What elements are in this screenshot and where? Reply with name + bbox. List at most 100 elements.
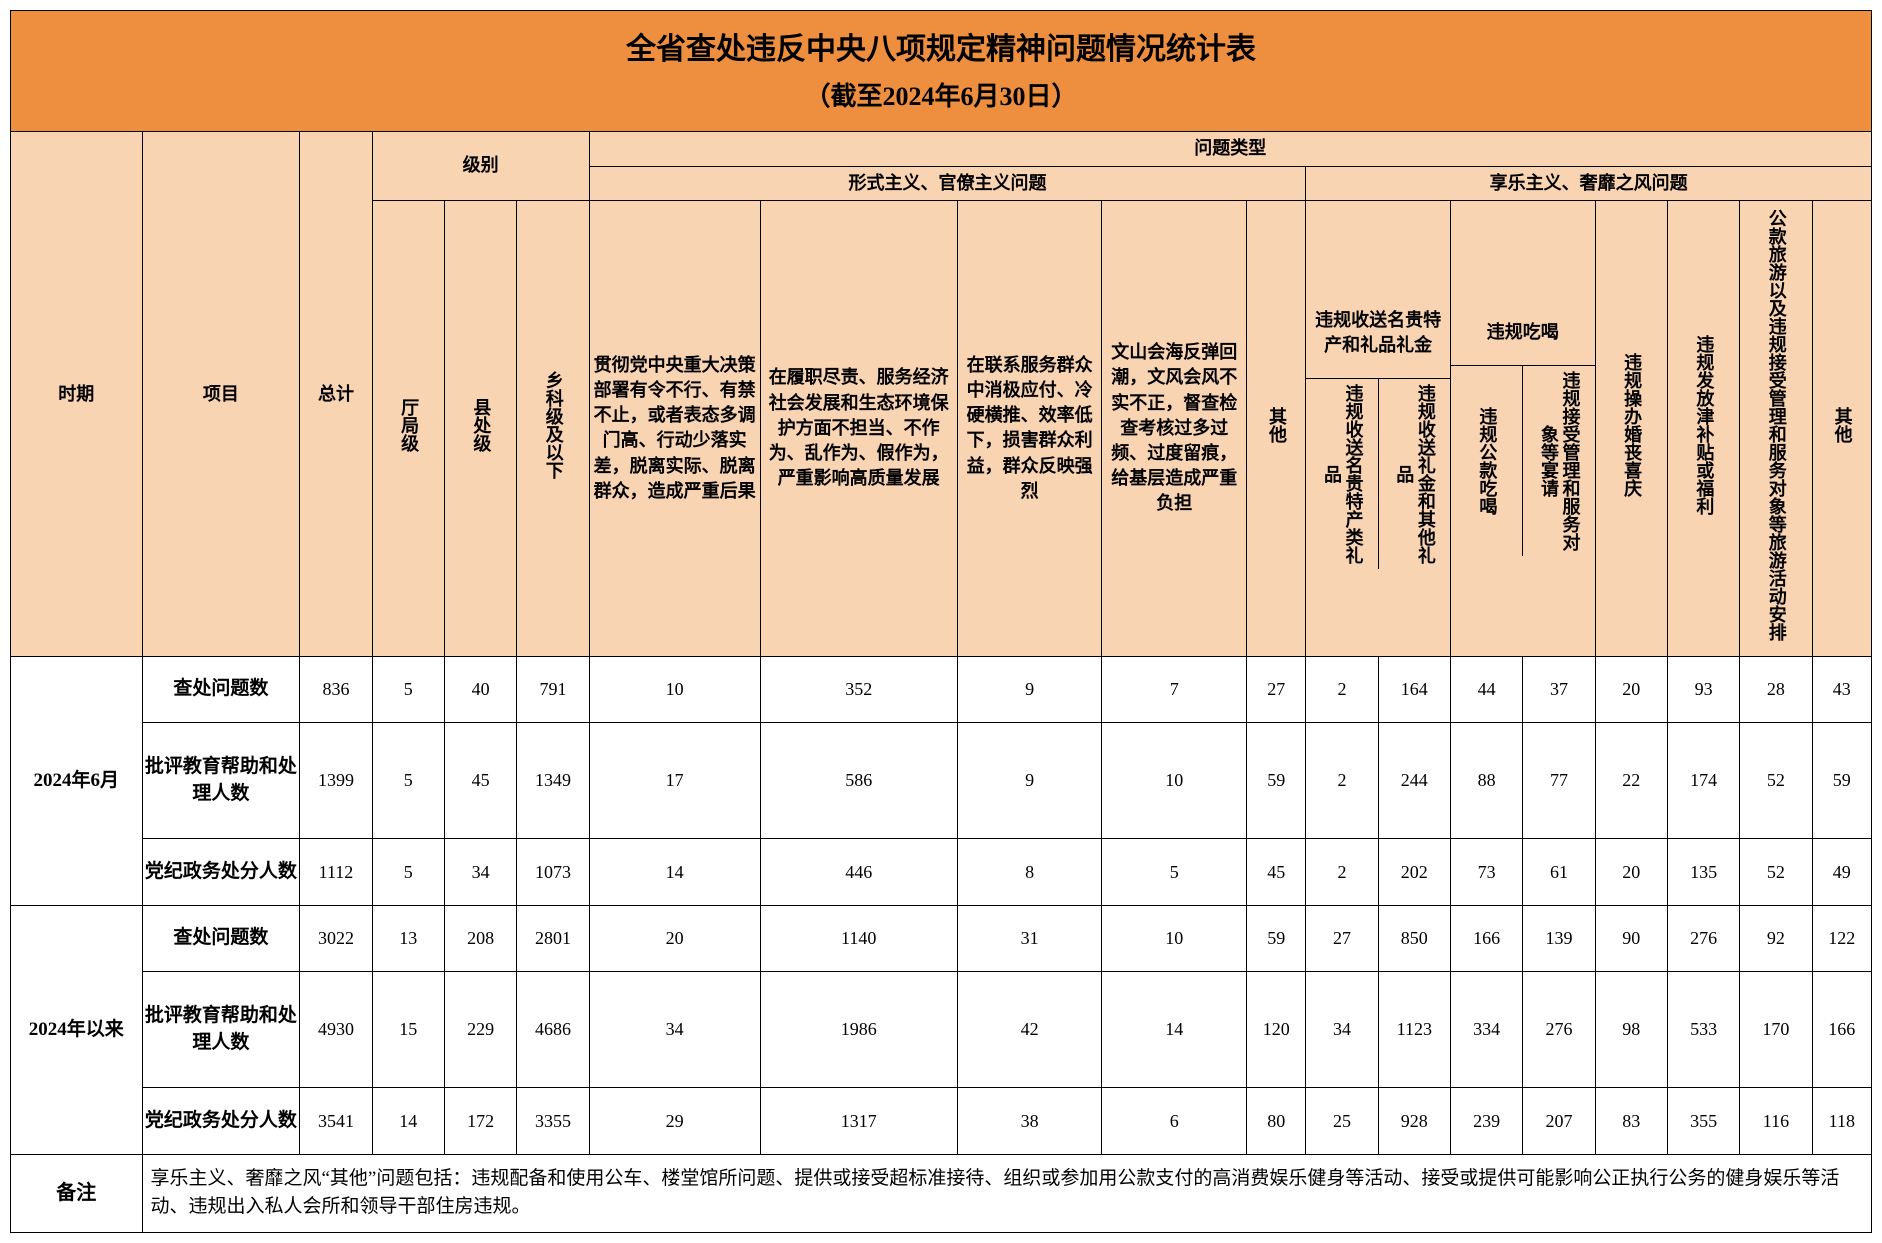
statistics-table: 全省查处违反中央八项规定精神问题情况统计表 （截至2024年6月30日） 时期 … (10, 10, 1872, 1233)
data-cell: 22 (1595, 723, 1667, 839)
data-cell: 20 (1595, 839, 1667, 905)
hdr-col11: 其他 (1812, 200, 1871, 656)
data-cell: 4686 (517, 972, 589, 1088)
table-row: 2024年以来查处问题数3022132082801201140311059278… (11, 905, 1872, 971)
data-cell: 1317 (760, 1088, 957, 1154)
data-cell: 164 (1378, 656, 1450, 722)
data-cell: 38 (957, 1088, 1102, 1154)
data-cell: 2 (1306, 656, 1378, 722)
data-cell: 80 (1247, 1088, 1306, 1154)
data-cell: 45 (444, 723, 516, 839)
data-cell: 5 (372, 723, 444, 839)
hdr-col4: 文山会海反弹回潮，文风会风不实不正，督查检查考核过多过频、过度留痕，给基层造成严… (1102, 200, 1247, 656)
item-cell: 查处问题数 (142, 905, 300, 971)
hdr-col6-wrap: 违规收送名贵特产和礼品礼金 违规收送名贵特产类礼品 违规收送礼金和其他礼品 (1306, 200, 1451, 656)
table-title: 全省查处违反中央八项规定精神问题情况统计表 (11, 11, 1872, 78)
hdr-xiangle: 享乐主义、奢靡之风问题 (1306, 166, 1872, 200)
data-cell: 49 (1812, 839, 1871, 905)
data-cell: 14 (1102, 972, 1247, 1088)
item-cell: 查处问题数 (142, 656, 300, 722)
data-cell: 61 (1523, 839, 1595, 905)
data-cell: 928 (1378, 1088, 1450, 1154)
data-cell: 207 (1523, 1088, 1595, 1154)
table-subtitle: （截至2024年6月30日） (11, 77, 1872, 132)
note-label: 备注 (11, 1154, 143, 1232)
data-cell: 1140 (760, 905, 957, 971)
table-row: 批评教育帮助和处理人数49301522946863419864214120341… (11, 972, 1872, 1088)
data-cell: 850 (1378, 905, 1450, 971)
data-cell: 10 (589, 656, 760, 722)
period-cell: 2024年6月 (11, 656, 143, 905)
data-cell: 791 (517, 656, 589, 722)
data-cell: 1399 (300, 723, 372, 839)
hdr-col6b: 违规收送礼金和其他礼品 (1379, 379, 1450, 569)
data-cell: 34 (1306, 972, 1378, 1088)
hdr-level-ting: 厅局级 (372, 200, 444, 656)
data-cell: 166 (1812, 972, 1871, 1088)
data-cell: 29 (589, 1088, 760, 1154)
hdr-col7-wrap: 违规吃喝 违规公款吃喝 违规接受管理和服务对象等宴请 (1450, 200, 1595, 656)
data-cell: 59 (1812, 723, 1871, 839)
data-cell: 83 (1595, 1088, 1667, 1154)
data-cell: 334 (1450, 972, 1522, 1088)
data-cell: 17 (589, 723, 760, 839)
hdr-col2: 在履职尽责、服务经济社会发展和生态环境保护方面不担当、不作为、乱作为、假作为，严… (760, 200, 957, 656)
hdr-level-xian: 县处级 (444, 200, 516, 656)
data-cell: 6 (1102, 1088, 1247, 1154)
note-text: 享乐主义、奢靡之风“其他”问题包括：违规配备和使用公车、楼堂馆所问题、提供或接受… (142, 1154, 1872, 1232)
data-cell: 77 (1523, 723, 1595, 839)
data-cell: 4930 (300, 972, 372, 1088)
hdr-col1: 贯彻党中央重大决策部署有令不行、有禁不止，或者表态多调门高、行动少落实差，脱离实… (589, 200, 760, 656)
data-cell: 208 (444, 905, 516, 971)
data-cell: 52 (1740, 723, 1812, 839)
data-cell: 27 (1247, 656, 1306, 722)
data-cell: 3022 (300, 905, 372, 971)
data-cell: 3541 (300, 1088, 372, 1154)
data-cell: 93 (1667, 656, 1739, 722)
hdr-col10: 公款旅游以及违规接受管理和服务对象等旅游活动安排 (1740, 200, 1812, 656)
data-cell: 28 (1740, 656, 1812, 722)
data-cell: 1986 (760, 972, 957, 1088)
data-cell: 34 (589, 972, 760, 1088)
hdr-col7b: 违规接受管理和服务对象等宴请 (1523, 366, 1594, 556)
data-cell: 1349 (517, 723, 589, 839)
hdr-total: 总计 (300, 132, 372, 657)
table-row: 批评教育帮助和处理人数13995451349175869105922448877… (11, 723, 1872, 839)
data-cell: 10 (1102, 905, 1247, 971)
data-cell: 59 (1247, 723, 1306, 839)
data-cell: 59 (1247, 905, 1306, 971)
item-cell: 党纪政务处分人数 (142, 1088, 300, 1154)
data-cell: 2 (1306, 839, 1378, 905)
data-cell: 52 (1740, 839, 1812, 905)
period-cell: 2024年以来 (11, 905, 143, 1154)
data-cell: 355 (1667, 1088, 1739, 1154)
table-row: 2024年6月查处问题数8365407911035297272164443720… (11, 656, 1872, 722)
data-cell: 13 (372, 905, 444, 971)
data-cell: 5 (372, 839, 444, 905)
item-cell: 党纪政务处分人数 (142, 839, 300, 905)
data-cell: 166 (1450, 905, 1522, 971)
data-cell: 244 (1378, 723, 1450, 839)
data-cell: 90 (1595, 905, 1667, 971)
data-cell: 202 (1378, 839, 1450, 905)
data-cell: 276 (1667, 905, 1739, 971)
data-cell: 14 (589, 839, 760, 905)
data-cell: 20 (589, 905, 760, 971)
data-cell: 9 (957, 656, 1102, 722)
data-cell: 122 (1812, 905, 1871, 971)
data-cell: 31 (957, 905, 1102, 971)
data-cell: 45 (1247, 839, 1306, 905)
hdr-level-xiang: 乡科级及以下 (517, 200, 589, 656)
data-cell: 1123 (1378, 972, 1450, 1088)
data-cell: 20 (1595, 656, 1667, 722)
data-cell: 92 (1740, 905, 1812, 971)
data-cell: 120 (1247, 972, 1306, 1088)
data-cell: 37 (1523, 656, 1595, 722)
data-cell: 135 (1667, 839, 1739, 905)
data-cell: 229 (444, 972, 516, 1088)
item-cell: 批评教育帮助和处理人数 (142, 723, 300, 839)
data-cell: 3355 (517, 1088, 589, 1154)
data-cell: 118 (1812, 1088, 1871, 1154)
data-cell: 40 (444, 656, 516, 722)
data-cell: 172 (444, 1088, 516, 1154)
